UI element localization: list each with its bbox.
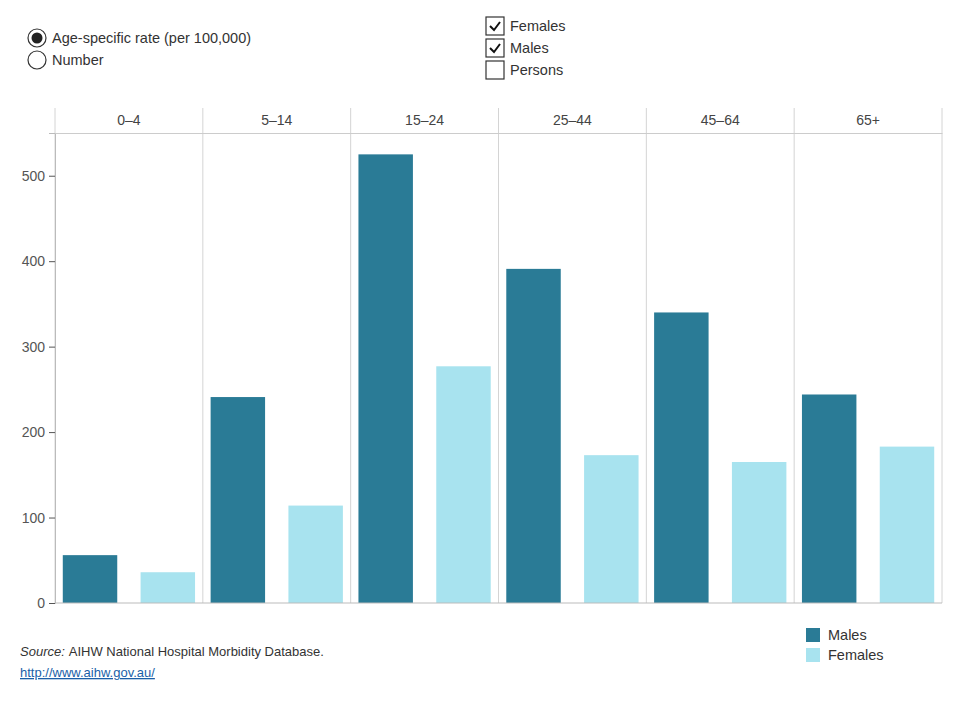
checkbox-option[interactable]: Males <box>486 39 549 57</box>
y-tick-label: 300 <box>22 339 46 355</box>
radio-label[interactable]: Age-specific rate (per 100,000) <box>52 30 251 46</box>
radio-label[interactable]: Number <box>52 52 104 68</box>
category-label: 65+ <box>856 112 880 128</box>
y-tick: 400 <box>22 253 55 269</box>
legend-item: Females <box>806 647 884 663</box>
checkbox[interactable] <box>486 39 504 57</box>
source: Source: AIHW National Hospital Morbidity … <box>20 644 324 680</box>
x-tick: 15–24 <box>405 112 444 133</box>
panel-divider <box>646 108 647 603</box>
y-tick-mark <box>49 518 55 519</box>
source-link[interactable]: http://www.aihw.gov.au/ <box>20 665 155 680</box>
x-baseline <box>55 603 942 604</box>
checkbox-label[interactable]: Males <box>510 40 549 56</box>
radio-option[interactable]: Age-specific rate (per 100,000) <box>28 29 251 47</box>
bar <box>654 312 708 603</box>
bar-series <box>141 366 935 603</box>
x-axis: 0–4 5–14 15–24 25–44 45–64 65+ <box>56 112 943 134</box>
chart: Age-specific rate (per 100,000) Number Fem… <box>0 0 960 720</box>
legend-label: Females <box>828 647 884 663</box>
radio-button[interactable] <box>28 29 46 47</box>
x-tick: 45–64 <box>701 112 740 133</box>
y-tick-label: 500 <box>22 168 46 184</box>
x-axis-line <box>56 133 943 134</box>
panel-divider <box>498 108 499 603</box>
x-tick: 5–14 <box>261 112 292 133</box>
bar <box>880 447 934 603</box>
panel-divider <box>942 108 943 603</box>
legend-label: Males <box>828 627 867 643</box>
category-label: 0–4 <box>117 112 141 128</box>
y-tick: 300 <box>22 339 55 355</box>
radio-button[interactable] <box>28 51 46 69</box>
bars <box>63 154 934 603</box>
bar <box>141 572 195 603</box>
checkbox[interactable] <box>486 17 504 35</box>
panel-divider <box>350 108 351 603</box>
y-tick-mark <box>49 347 55 348</box>
y-tick: 200 <box>22 424 55 440</box>
x-tick: 25–44 <box>553 112 592 133</box>
checkbox-label[interactable]: Females <box>510 18 566 34</box>
checkbox-option[interactable]: Females <box>486 17 566 35</box>
category-label: 25–44 <box>553 112 592 128</box>
checkmark[interactable] <box>490 22 500 30</box>
legend-item: Males <box>806 627 867 643</box>
legend-swatch <box>806 648 820 662</box>
y-tick-mark <box>49 603 55 604</box>
x-tick: 65+ <box>856 112 880 133</box>
bar <box>358 154 412 603</box>
bar <box>584 455 638 603</box>
category-label: 15–24 <box>405 112 444 128</box>
y-tick-label: 400 <box>22 253 46 269</box>
checkbox-label[interactable]: Persons <box>510 62 563 78</box>
source-body: AIHW National Hospital Morbidity Databas… <box>69 644 324 659</box>
checkbox[interactable] <box>486 61 504 79</box>
y-tick-mark <box>49 432 55 433</box>
category-label: 45–64 <box>701 112 740 128</box>
y-tick: 100 <box>22 510 55 526</box>
bar <box>802 394 856 603</box>
bar <box>63 555 117 603</box>
source-label: Source: <box>20 644 65 659</box>
y-tick-label: 0 <box>37 595 45 611</box>
bar <box>211 397 265 603</box>
panel-divider <box>202 108 203 603</box>
y-tick: 0 <box>37 595 55 611</box>
y-tick-mark <box>49 261 55 262</box>
controls: Age-specific rate (per 100,000) Number Fem… <box>28 17 566 79</box>
radio-option[interactable]: Number <box>28 51 104 69</box>
y-tick-label: 200 <box>22 424 46 440</box>
checkbox-option[interactable]: Persons <box>486 61 563 79</box>
y-tick: 500 <box>22 168 55 184</box>
panel-dividers <box>55 108 942 603</box>
bar-series <box>63 154 857 603</box>
radio-dot[interactable] <box>32 33 43 44</box>
category-label: 5–14 <box>261 112 292 128</box>
legend-swatch <box>806 628 820 642</box>
checkmark[interactable] <box>490 44 500 52</box>
x-tick: 0–4 <box>117 112 141 133</box>
bar <box>436 366 490 603</box>
y-tick-mark <box>49 176 55 177</box>
y-tick-label: 100 <box>22 510 46 526</box>
panel-divider <box>794 108 795 603</box>
y-axis: 0 100 200 300 400 500 <box>22 134 56 611</box>
source-text: Source: AIHW National Hospital Morbidity … <box>20 644 324 659</box>
bar <box>288 506 342 603</box>
y-axis-line <box>49 134 56 604</box>
bar <box>506 269 560 603</box>
legend: Males Females <box>806 627 884 663</box>
bar <box>732 462 786 603</box>
